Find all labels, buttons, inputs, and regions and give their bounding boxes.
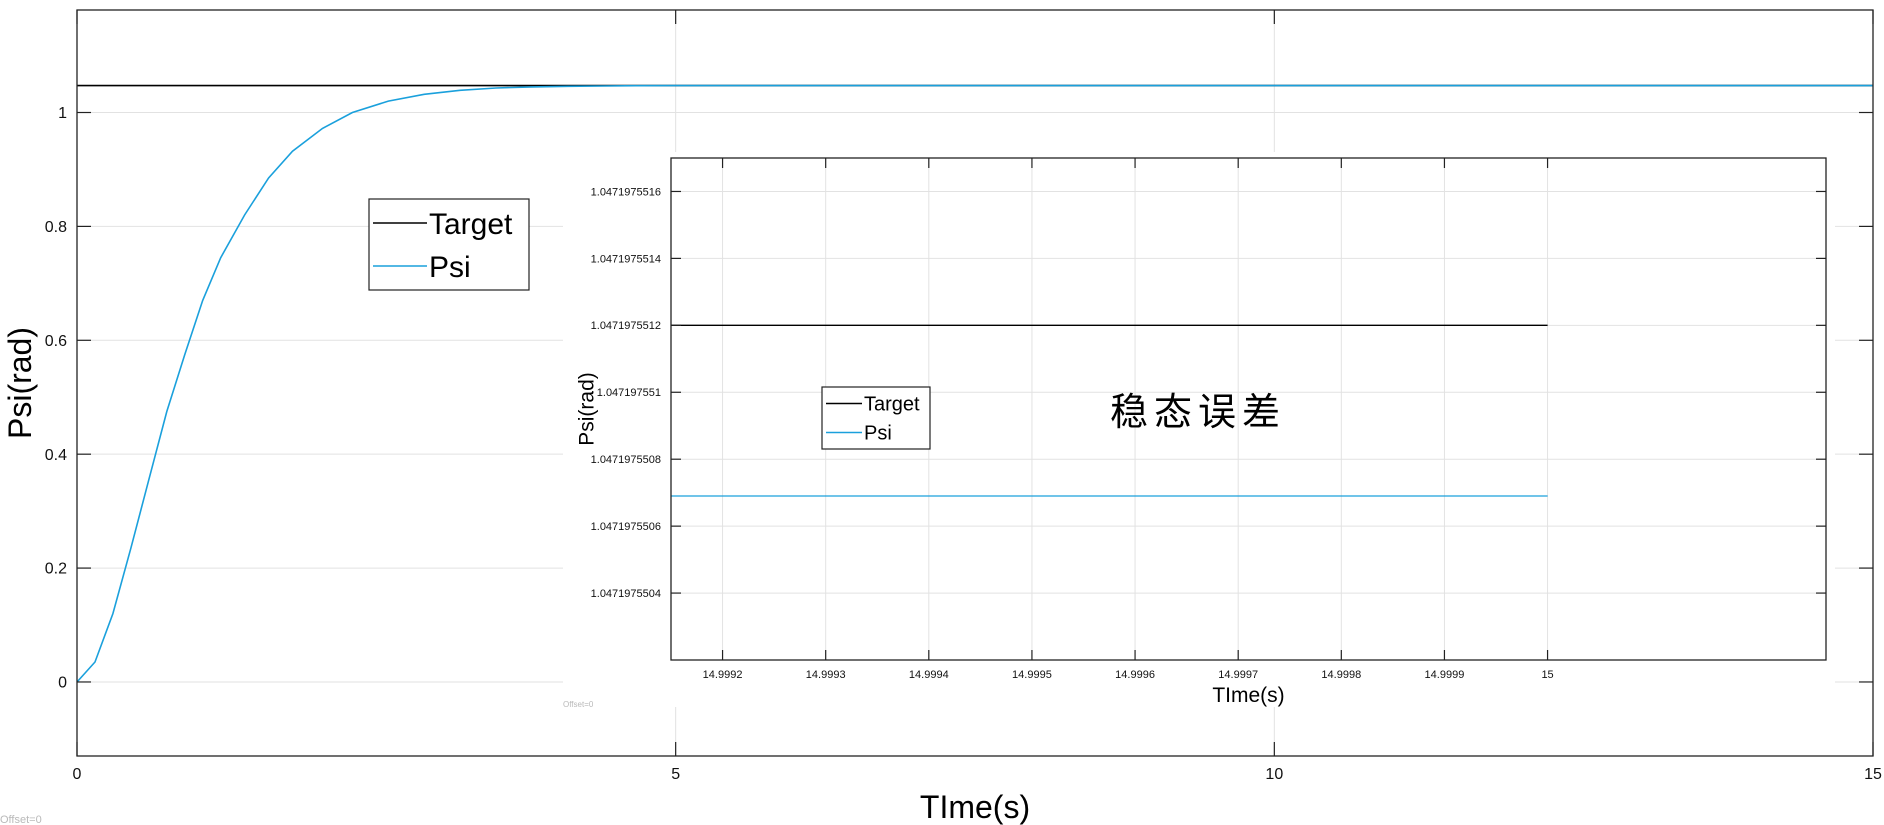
main-legend-label-target: Target xyxy=(429,208,513,241)
inset-x-tick-label: 14.9997 xyxy=(1218,669,1258,681)
inset-x-tick-label: 14.9998 xyxy=(1321,669,1361,681)
inset-x-tick-label: 15 xyxy=(1541,669,1553,681)
inset-y-tick-label: 1.0471975512 xyxy=(591,320,661,332)
inset-x-tick-label: 14.9992 xyxy=(703,669,743,681)
inset-y-tick-label: 1.0471975506 xyxy=(591,521,661,533)
inset-y-axis-label: Psi(rad) xyxy=(575,372,598,446)
inset-chart: 14.9992 14.9993 14.9994 14.9995 14.9996 14.99… xyxy=(563,152,1835,707)
inset-x-tick-label: 14.9994 xyxy=(909,669,949,681)
inset-legend-label-psi: Psi xyxy=(864,423,892,445)
main-y-tick-label: 1 xyxy=(58,105,67,122)
main-y-tick-label: 0.4 xyxy=(45,447,67,464)
main-offset-label: Offset=0 xyxy=(0,814,42,825)
inset-axes-box xyxy=(670,157,1827,661)
main-legend-label-psi: Psi xyxy=(429,251,471,284)
main-x-tick-label: 0 xyxy=(73,766,82,783)
main-x-tick-label: 15 xyxy=(1864,766,1882,783)
inset-legend-box xyxy=(821,386,931,450)
main-legend-box xyxy=(368,198,530,291)
main-y-tick-label: 0 xyxy=(58,675,67,692)
inset-offset-label: Offset=0 xyxy=(563,700,594,709)
inset-legend-label-target: Target xyxy=(864,394,920,416)
main-y-axis-label: Psi(rad) xyxy=(2,327,38,439)
inset-y-tick-label: 1.047197551 xyxy=(597,387,661,399)
inset-x-tick-label: 14.9995 xyxy=(1012,669,1052,681)
inset-x-tick-label: 14.9993 xyxy=(806,669,846,681)
main-axes-box xyxy=(76,9,1874,757)
inset-x-tick-label: 14.9999 xyxy=(1425,669,1465,681)
inset-y-tick-label: 1.0471975514 xyxy=(591,253,661,265)
inset-annotation: 稳态误差 xyxy=(1110,392,1286,434)
main-x-axis-label: TIme(s) xyxy=(920,789,1030,825)
main-series-line-psi xyxy=(76,84,1873,683)
main-x-tick-label: 10 xyxy=(1265,766,1283,783)
inset-y-tick-label: 1.0471975508 xyxy=(591,454,661,466)
inset-x-tick-label: 14.9996 xyxy=(1115,669,1155,681)
inset-x-axis-label: TIme(s) xyxy=(1212,684,1284,707)
main-y-tick-label: 0.2 xyxy=(45,561,67,578)
main-y-tick-label: 0.6 xyxy=(45,333,67,350)
main-y-tick-label: 0.8 xyxy=(45,219,67,236)
inset-y-tick-label: 1.0471975504 xyxy=(591,588,661,600)
main-x-tick-label: 5 xyxy=(671,766,680,783)
inset-y-tick-label: 1.0471975516 xyxy=(591,186,661,198)
